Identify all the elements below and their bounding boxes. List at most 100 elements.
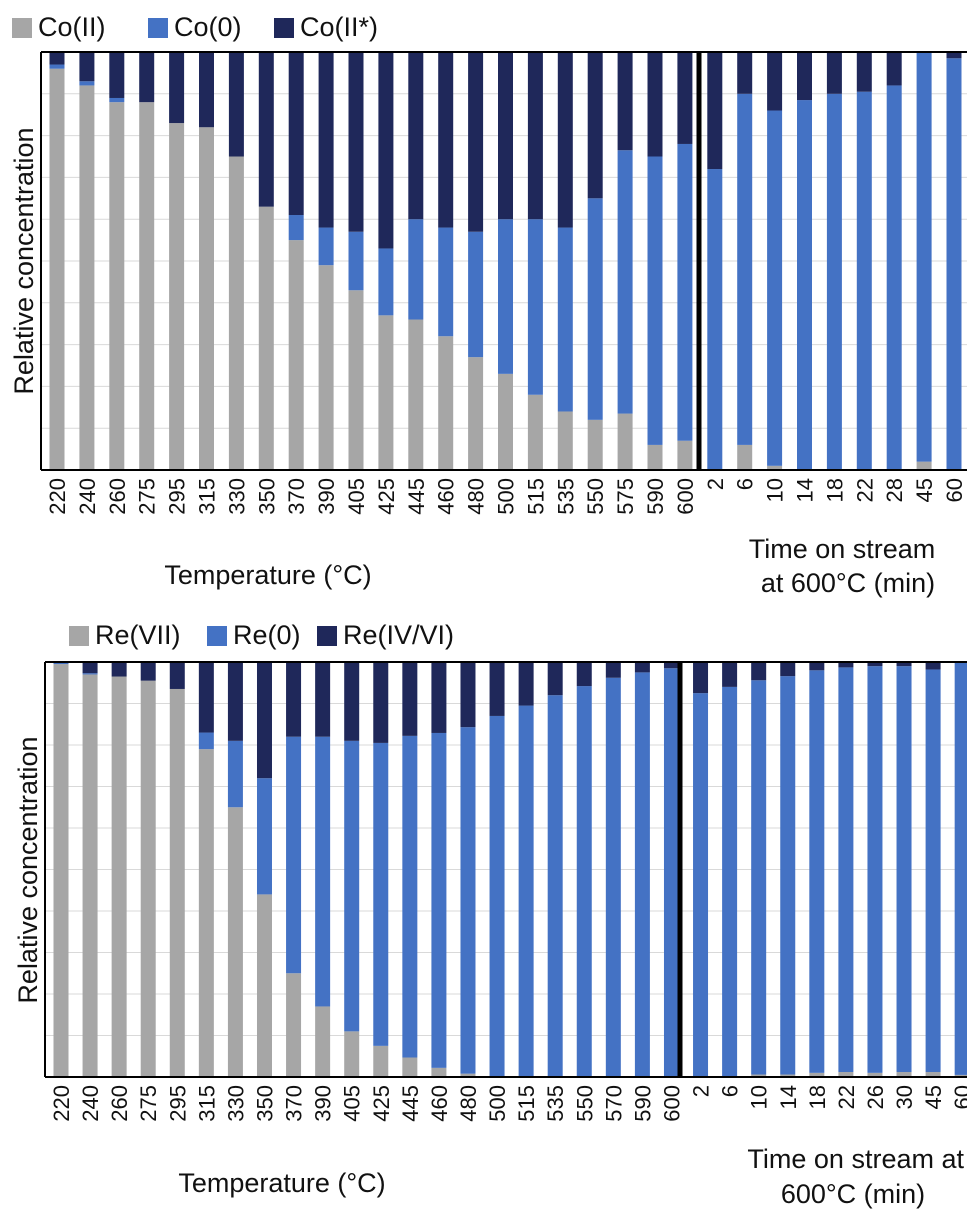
bar-segment-co-0 <box>557 227 573 412</box>
bar-segment-co-ii <box>767 465 783 470</box>
bar-segment-re-0 <box>722 686 738 1077</box>
legend-label-co-ii: Co(II) <box>38 12 106 42</box>
bar-segment-re-iv-vi <box>896 662 912 667</box>
bar-segment-co-ii-star <box>408 52 424 220</box>
bar-segment-re-iv-vi <box>140 662 156 681</box>
x-tick-label: 570 <box>601 1085 626 1122</box>
bar-segment-re-vii <box>809 1072 825 1077</box>
bar-segment-co-0 <box>527 219 543 395</box>
bar-segment-co-ii-star <box>348 52 364 232</box>
x-axis-title-time-line1: Time on stream at <box>747 1144 964 1174</box>
x-tick-label: 425 <box>369 1085 394 1122</box>
x-tick-label: 515 <box>523 478 548 515</box>
bar-segment-re-0 <box>286 736 302 974</box>
bar-segment-co-ii <box>79 85 95 470</box>
bar-segment-re-iv-vi <box>227 662 243 741</box>
bars <box>53 662 967 1078</box>
x-tick-label: 6 <box>733 478 758 490</box>
bar-segment-re-vii <box>751 1074 767 1077</box>
bar-segment-co-ii <box>378 315 394 470</box>
bar-segment-re-iv-vi <box>576 662 592 687</box>
bar-segment-co-0 <box>856 91 872 471</box>
x-axis-title-time-line1: Time on stream <box>749 534 936 564</box>
bar-segment-re-vii <box>402 1057 418 1077</box>
bar-segment-co-ii-star <box>797 52 812 101</box>
bar-segment-re-iv-vi <box>838 662 854 668</box>
x-axis-title-time-line2: 600°C (min) <box>781 1179 925 1209</box>
bar-segment-re-vii <box>373 1045 389 1078</box>
x-tick-label: 500 <box>485 1085 510 1122</box>
bar-segment-co-ii-star <box>617 52 633 151</box>
bar-segment-re-vii <box>256 894 272 1077</box>
bar-segment-re-iv-vi <box>518 662 534 706</box>
x-tick-label: 260 <box>105 478 130 515</box>
x-tick-label: 2 <box>703 478 728 490</box>
bar-segment-re-vii <box>896 1072 912 1077</box>
bar-segment-re-vii <box>286 973 302 1077</box>
bar-segment-co-0 <box>797 100 812 470</box>
bar-segment-co-ii <box>647 444 663 470</box>
bar-segment-co-ii-star <box>438 52 454 228</box>
x-tick-label: 370 <box>282 1085 307 1122</box>
bar-segment-re-iv-vi <box>373 662 389 743</box>
bar-segment-re-iv-vi <box>751 662 767 681</box>
bar-segment-co-ii-star <box>946 52 962 59</box>
bar-segment-re-iv-vi <box>82 662 98 674</box>
bar-segment-re-iv-vi <box>111 662 127 677</box>
legend-label-re-iv-vi: Re(IV/VI) <box>343 620 454 650</box>
bar-segment-re-0 <box>663 668 679 1077</box>
bar-segment-co-ii <box>109 102 125 470</box>
bar-segment-re-0 <box>402 735 418 1058</box>
bar-segment-re-0 <box>576 686 592 1077</box>
x-tick-label: 390 <box>311 1085 336 1122</box>
x-tick-label: 14 <box>793 478 818 502</box>
x-tick-label: 60 <box>950 1085 967 1109</box>
bar-segment-co-0 <box>767 110 783 466</box>
bar-segment-re-iv-vi <box>780 662 796 677</box>
bar-segment-co-ii <box>557 411 573 470</box>
bar-segment-co-0 <box>318 227 334 266</box>
x-tick-label: 315 <box>194 1085 219 1122</box>
bar-segment-re-0 <box>751 680 767 1075</box>
bar-segment-re-iv-vi <box>693 662 709 694</box>
bar-segment-re-iv-vi <box>169 662 185 689</box>
bar-segment-re-0 <box>518 705 534 1077</box>
x-tick-label: 590 <box>643 478 668 515</box>
bar-segment-co-ii-star <box>767 52 783 111</box>
bar-segment-co-ii <box>228 156 244 470</box>
bar-segment-co-0 <box>886 85 902 470</box>
bar-segment-re-iv-vi <box>809 662 825 671</box>
legend-swatch-co-0 <box>148 18 168 38</box>
x-tick-label: 45 <box>912 478 937 502</box>
bar-segment-co-ii-star <box>468 52 484 232</box>
bar-segment-re-vii <box>198 749 214 1077</box>
bar-segment-re-iv-vi <box>605 662 621 678</box>
legend-label-re-0: Re(0) <box>233 620 301 650</box>
x-tick-label: 240 <box>78 1085 103 1122</box>
legend-swatch-co-ii-star <box>274 18 294 38</box>
bar-segment-re-iv-vi <box>867 662 883 667</box>
bar-segment-co-ii-star <box>707 52 723 170</box>
bar-segment-co-ii-star <box>527 52 543 220</box>
x-tick-label: 535 <box>553 478 578 515</box>
bar-segment-re-0 <box>315 736 331 1007</box>
bar-segment-re-0 <box>780 676 796 1075</box>
bar-segment-co-0 <box>468 231 484 358</box>
x-tick-label: 575 <box>613 478 638 515</box>
bar-segment-co-ii <box>677 440 693 470</box>
bar-segment-co-ii <box>916 461 932 470</box>
bar-segment-re-0 <box>82 673 98 675</box>
x-tick-label: 6 <box>718 1085 743 1097</box>
bar-segment-re-0 <box>634 672 650 1078</box>
bar-segment-co-ii-star <box>587 52 603 199</box>
bar-segment-re-iv-vi <box>634 662 650 673</box>
bar-segment-co-ii <box>617 413 633 470</box>
bar-segment-co-ii <box>527 394 543 470</box>
bar-segment-co-ii-star <box>49 52 65 65</box>
bar-segment-re-vii <box>838 1072 854 1077</box>
bar-segment-re-vii <box>460 1073 476 1077</box>
bar-segment-re-vii <box>954 1074 967 1077</box>
bar-segment-co-ii-star <box>557 52 573 228</box>
bar-segment-re-iv-vi <box>722 662 738 687</box>
